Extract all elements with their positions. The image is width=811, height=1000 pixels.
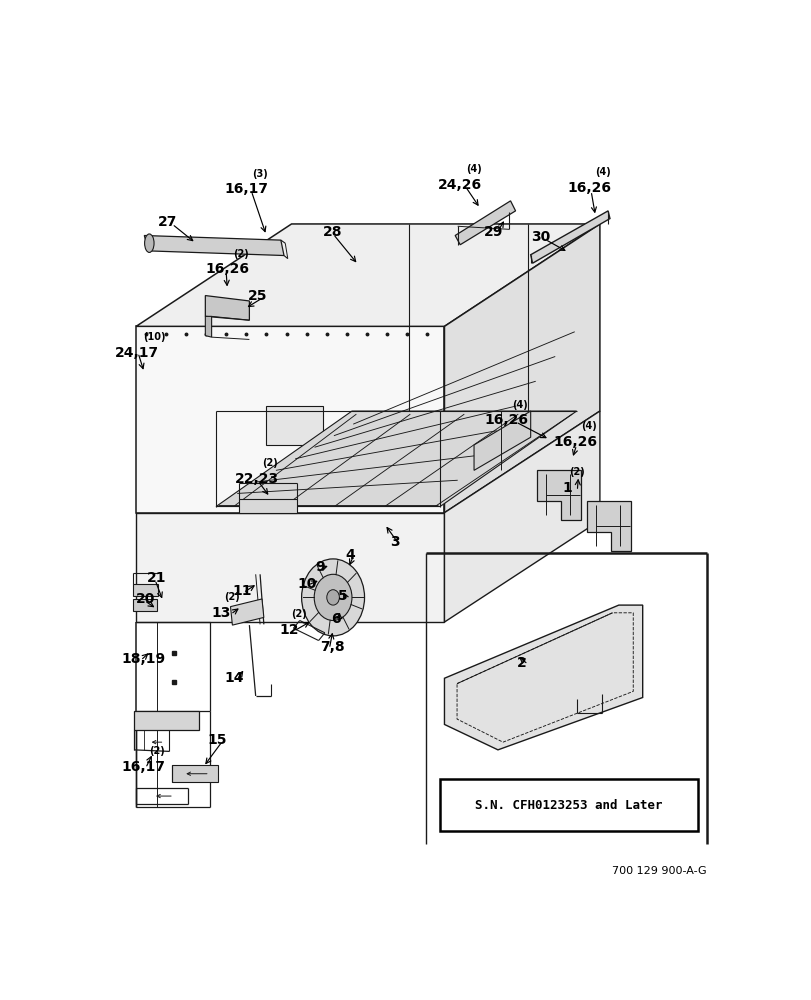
Text: 25: 25	[247, 289, 267, 303]
Text: 6: 6	[331, 612, 341, 626]
Circle shape	[314, 574, 351, 620]
Text: 4: 4	[345, 548, 355, 562]
Polygon shape	[530, 211, 609, 263]
Polygon shape	[474, 411, 530, 470]
Text: 18,19: 18,19	[122, 652, 165, 666]
Polygon shape	[216, 411, 576, 507]
Text: S.N. CFH0123253 and Later: S.N. CFH0123253 and Later	[474, 799, 662, 812]
Text: 10: 10	[298, 577, 317, 591]
Text: 9: 9	[315, 560, 324, 574]
Ellipse shape	[144, 234, 154, 252]
Text: (2): (2)	[149, 746, 165, 756]
Text: 30: 30	[530, 230, 549, 244]
Text: (4): (4)	[581, 421, 596, 431]
Polygon shape	[205, 296, 249, 320]
Polygon shape	[144, 235, 284, 256]
Polygon shape	[586, 501, 631, 551]
Polygon shape	[136, 513, 444, 622]
Polygon shape	[266, 406, 323, 445]
FancyBboxPatch shape	[440, 779, 697, 831]
Text: (4): (4)	[466, 164, 481, 174]
Polygon shape	[444, 411, 599, 622]
Polygon shape	[205, 316, 212, 337]
Polygon shape	[133, 599, 157, 611]
Text: (4): (4)	[511, 400, 527, 410]
Text: 16,17: 16,17	[122, 760, 165, 774]
Text: 11: 11	[232, 584, 251, 598]
Text: 2: 2	[517, 656, 526, 670]
Polygon shape	[136, 326, 444, 513]
Text: (2): (2)	[224, 592, 239, 602]
Polygon shape	[444, 605, 642, 750]
Text: 700 129 900-A-G: 700 129 900-A-G	[611, 866, 706, 876]
Text: 16,26: 16,26	[566, 181, 611, 195]
Text: 16,26: 16,26	[205, 262, 249, 276]
Polygon shape	[134, 711, 199, 730]
Text: 3: 3	[389, 535, 399, 549]
Text: 24,17: 24,17	[115, 346, 159, 360]
Text: 16,17: 16,17	[224, 182, 268, 196]
Polygon shape	[455, 201, 515, 245]
Circle shape	[326, 590, 339, 605]
Polygon shape	[136, 224, 599, 326]
Polygon shape	[238, 499, 296, 513]
Text: 5: 5	[337, 589, 347, 603]
Text: 14: 14	[224, 671, 243, 685]
Text: 21: 21	[147, 571, 166, 585]
Circle shape	[301, 559, 364, 636]
Text: 15: 15	[207, 733, 226, 747]
Text: 29: 29	[483, 225, 503, 239]
Text: (3): (3)	[251, 169, 268, 179]
Text: (2): (2)	[233, 249, 248, 259]
Text: 20: 20	[136, 592, 155, 606]
Text: 22,23: 22,23	[234, 472, 279, 486]
Polygon shape	[172, 765, 217, 782]
Text: 13: 13	[212, 606, 230, 620]
Polygon shape	[444, 224, 599, 513]
Polygon shape	[230, 599, 264, 625]
Text: 24,26: 24,26	[438, 178, 482, 192]
Polygon shape	[536, 470, 581, 520]
Text: 28: 28	[323, 225, 342, 239]
Text: 12: 12	[279, 623, 298, 637]
Text: (4): (4)	[594, 167, 610, 177]
Text: 16,26: 16,26	[483, 413, 527, 427]
Text: (10): (10)	[143, 332, 165, 342]
Text: (2): (2)	[262, 458, 278, 468]
Text: 16,26: 16,26	[552, 435, 597, 449]
Text: 27: 27	[158, 215, 178, 229]
Text: 7,8: 7,8	[320, 640, 345, 654]
Text: 1: 1	[561, 481, 571, 495]
Text: (2): (2)	[569, 467, 584, 477]
Text: (2): (2)	[291, 609, 307, 619]
Polygon shape	[133, 584, 158, 596]
